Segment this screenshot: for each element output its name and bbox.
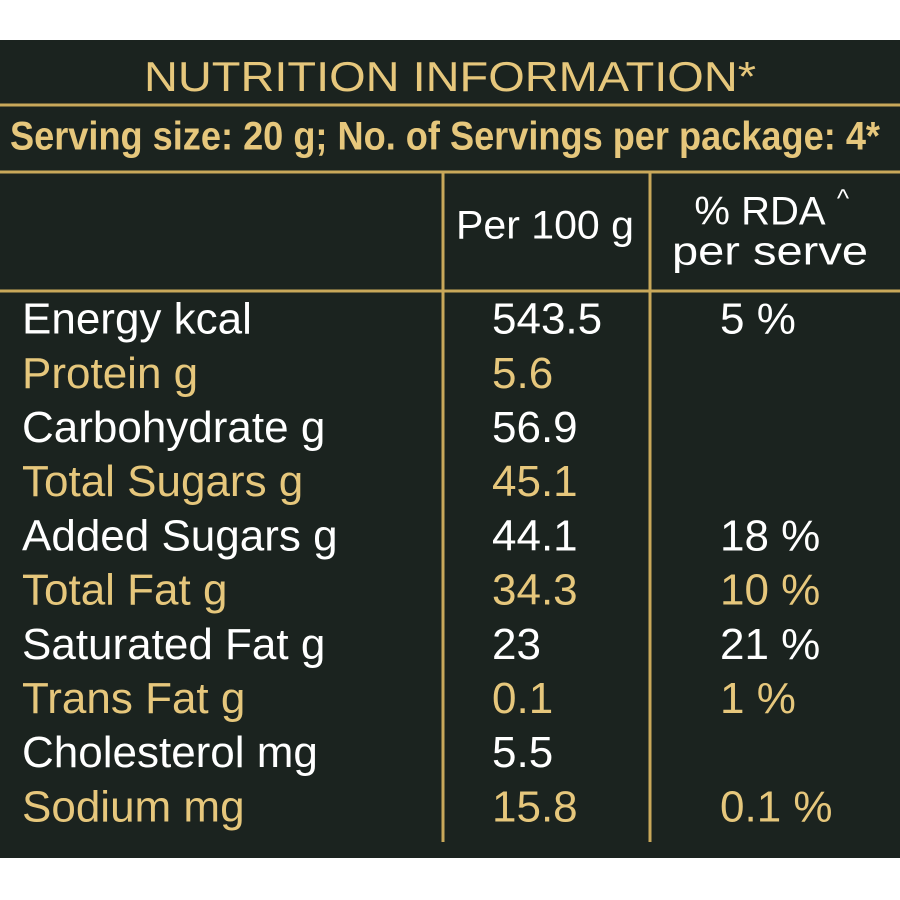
per-100g-value: 34.3 — [492, 566, 578, 615]
per-100g-value: 45.1 — [492, 457, 578, 506]
per-100g-value: 23 — [492, 620, 541, 669]
nutrient-label: Added Sugars g — [22, 511, 338, 560]
per-100g-value: 5.6 — [492, 349, 553, 398]
column-header: per serve — [672, 230, 868, 274]
nutrient-label: Carbohydrate g — [22, 403, 325, 452]
per-100g-value: 44.1 — [492, 511, 578, 560]
nutrient-label: Energy kcal — [22, 295, 252, 344]
nutrient-label: Trans Fat g — [22, 674, 245, 723]
nutrient-label: Total Sugars g — [22, 457, 303, 506]
title: NUTRITION INFORMATION* — [144, 53, 756, 100]
rda-value: 5 % — [720, 295, 796, 344]
rows: Energy kcal 543.5 5 % Protein g 5.6 Carbohydr… — [22, 295, 833, 832]
rda-value: 21 % — [720, 620, 820, 669]
per-100g-value: 0.1 — [492, 674, 553, 723]
nutrient-label: Saturated Fat g — [22, 620, 325, 669]
column-header: % RDA — [694, 190, 825, 234]
rda-value: 18 % — [720, 511, 820, 560]
panel-background — [0, 40, 900, 858]
rda-value: 1 % — [720, 674, 796, 723]
nutrient-label: Cholesterol mg — [22, 728, 318, 777]
rda-value: 0.1 % — [720, 782, 833, 831]
nutrient-label: Protein g — [22, 349, 198, 398]
column-header-mark: ^ — [837, 183, 850, 213]
nutrient-label: Total Fat g — [22, 566, 227, 615]
per-100g-value: 5.5 — [492, 728, 553, 777]
per-100g-value: 543.5 — [492, 295, 602, 344]
serving-info: Serving size: 20 g; No. of Servings per … — [10, 115, 880, 159]
nutrient-label: Sodium mg — [22, 782, 245, 831]
per-100g-value: 15.8 — [492, 782, 578, 831]
rda-value: 10 % — [720, 566, 820, 615]
per-100g-value: 56.9 — [492, 403, 578, 452]
column-header: Per 100 g — [456, 204, 634, 248]
